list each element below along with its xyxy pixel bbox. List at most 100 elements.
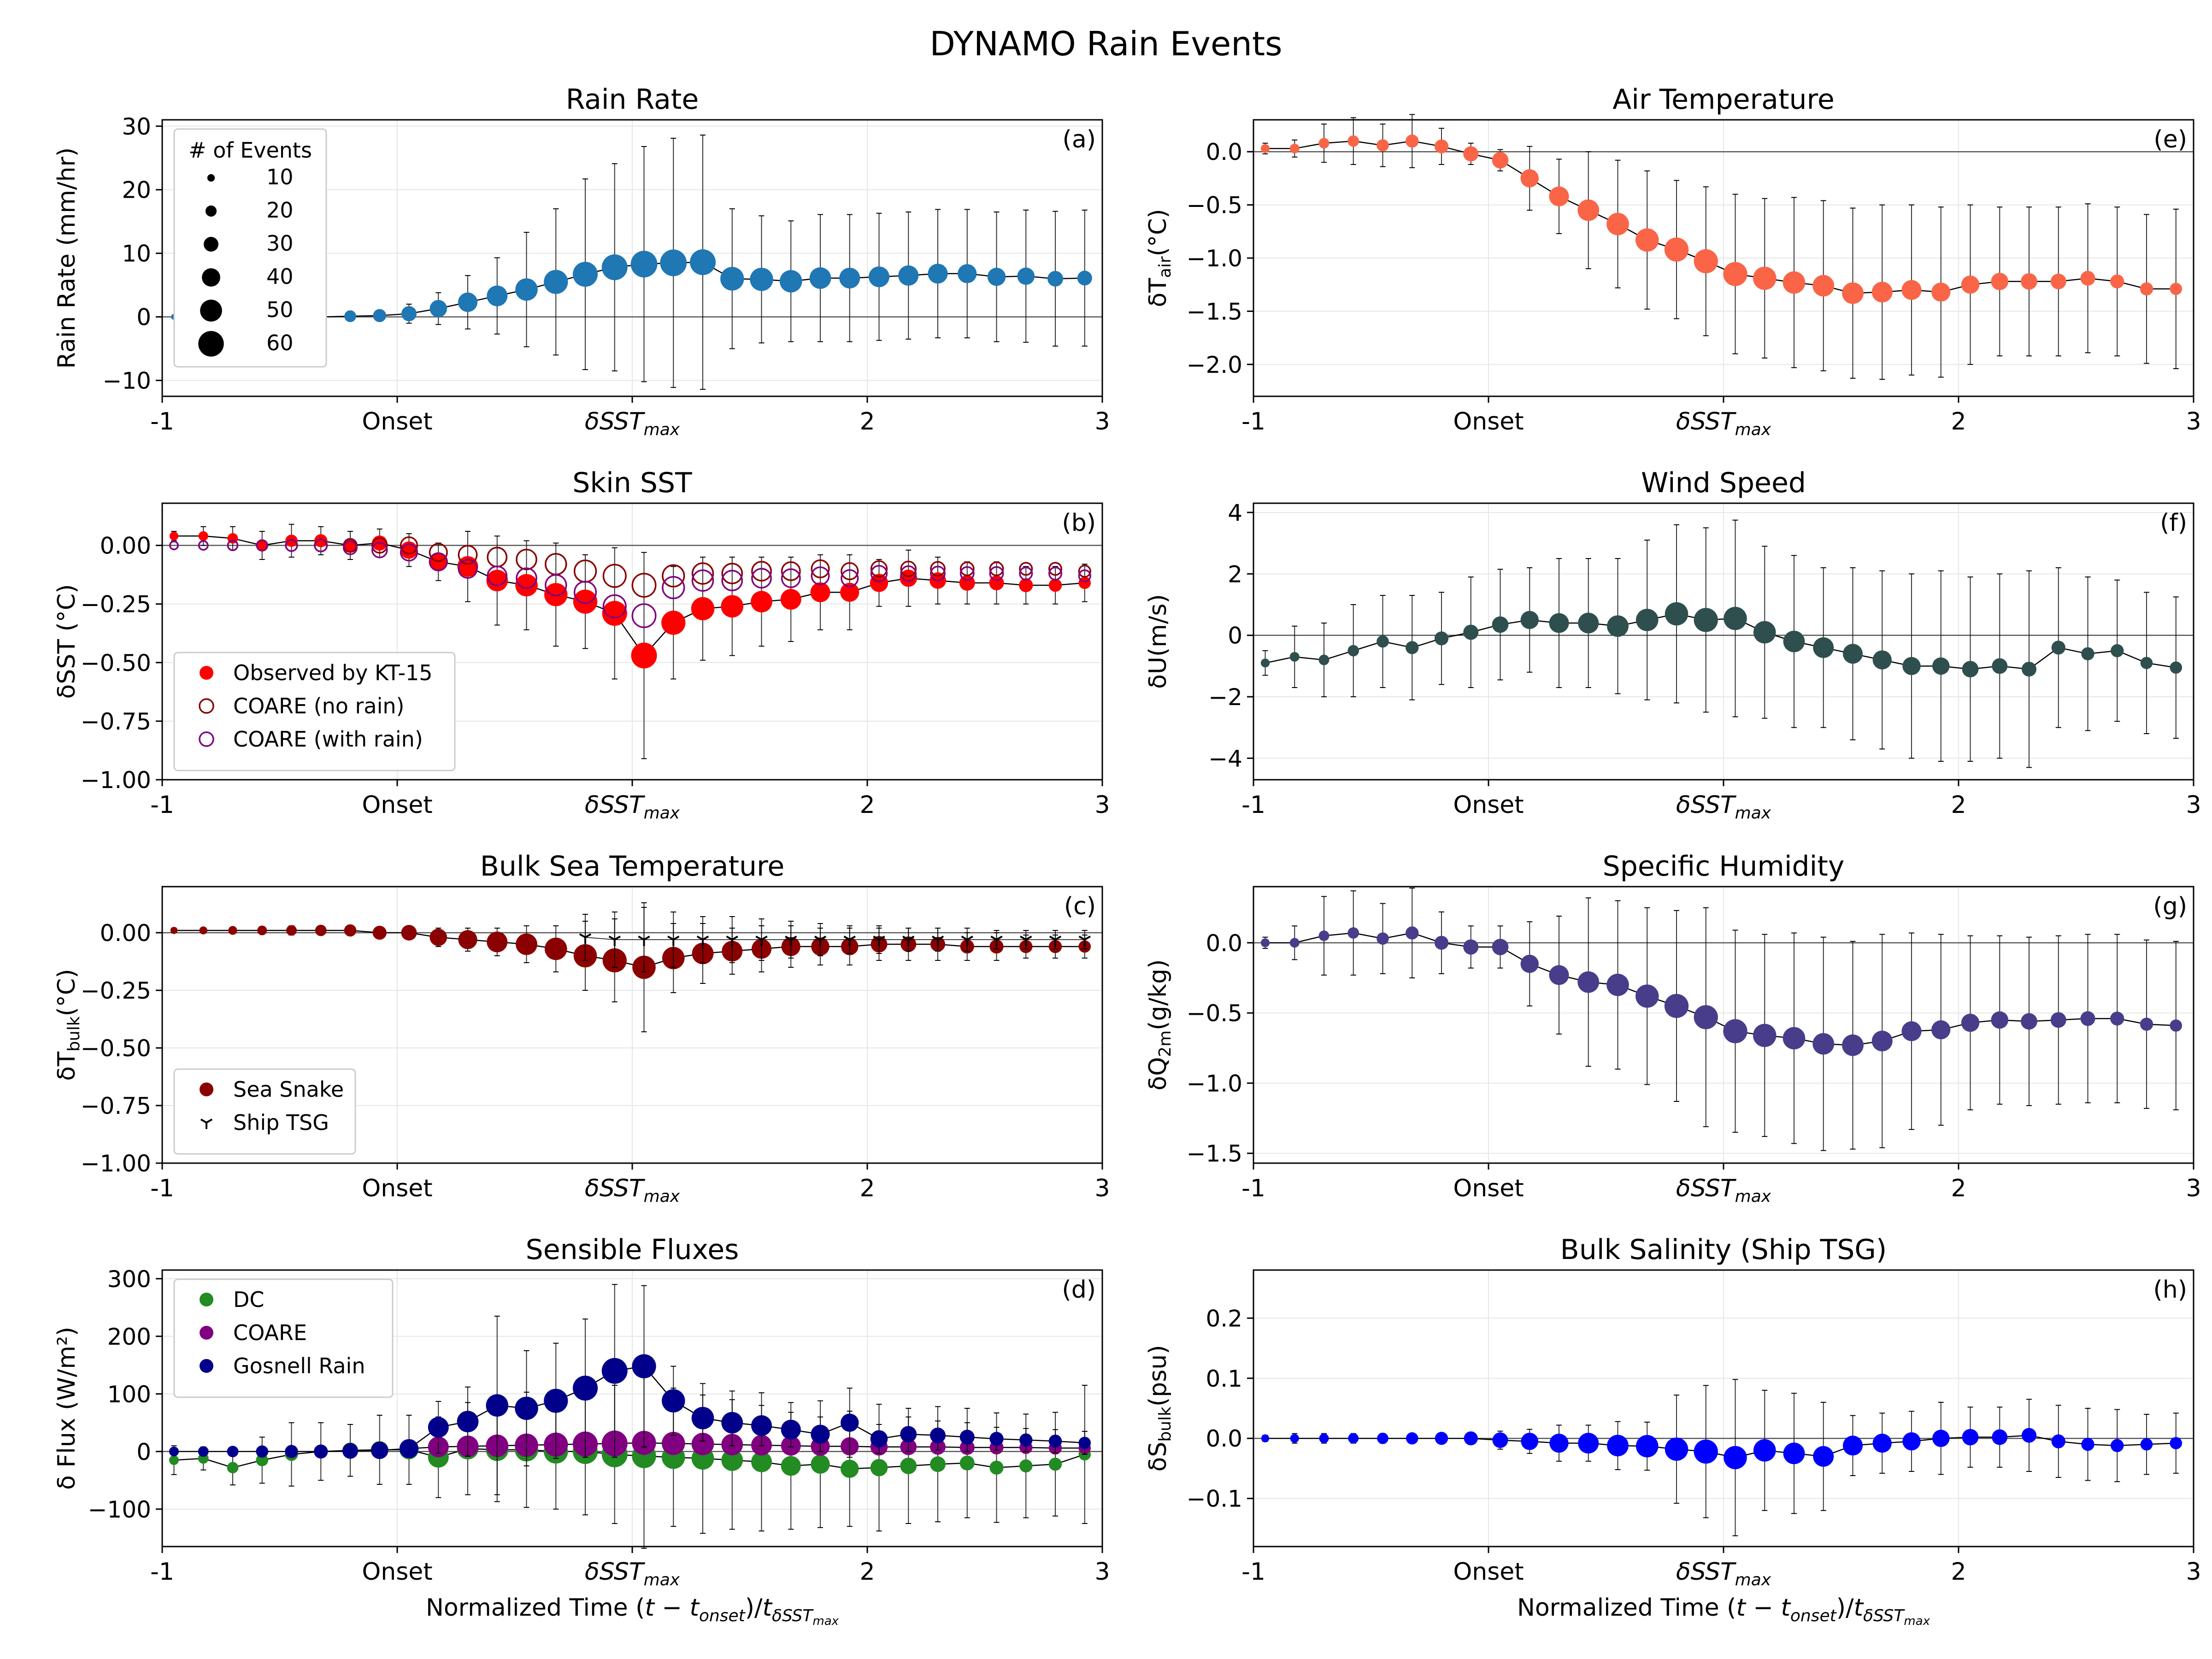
point-c-0-1 <box>199 926 207 935</box>
point-b-2-5 <box>314 538 328 553</box>
point-b-0-13 <box>544 583 568 606</box>
ytick-label-h-0: −0.1 <box>1187 1486 1242 1512</box>
panel-e: Air Temperature −2.0 −1.5 −1.0 −0.5 0.0 -1 Onse… <box>1144 83 2201 439</box>
ytick-label-e-0: −2.0 <box>1187 352 1242 378</box>
point-g-0-27 <box>2050 1012 2066 1028</box>
ylabel-d: δ Flux (W/m²) <box>53 1327 81 1490</box>
point-g-0-20 <box>1842 1034 1864 1056</box>
point-g-0-29 <box>2110 1012 2124 1026</box>
point-b-0-16 <box>631 642 657 669</box>
legend-marker-c-1 <box>200 1118 213 1129</box>
xtick-label-g-4: 3 <box>2186 1175 2201 1202</box>
ylabel-g: δQ2m(g/kg) <box>1144 959 1175 1091</box>
point-c-0-13 <box>544 937 567 960</box>
point-d-0-29 <box>1019 1459 1033 1473</box>
point-d-0-21 <box>781 1456 801 1476</box>
point-h-0-20 <box>1842 1435 1863 1456</box>
point-c-0-3 <box>257 925 267 935</box>
point-c-0-11 <box>487 931 508 953</box>
point-d-2-17 <box>662 1389 685 1412</box>
point-g-0-5 <box>1406 926 1419 940</box>
point-e-0-7 <box>1463 146 1479 162</box>
series-c-0 <box>170 902 1091 1032</box>
point-b-2-28 <box>989 566 1004 581</box>
xtick-label-g-2: δSSTmax <box>1676 1175 1771 1206</box>
ylabel-c: δTbulk(°C) <box>53 969 83 1081</box>
point-c-0-5 <box>315 924 327 936</box>
xtick-label-b-4: 3 <box>1094 791 1110 819</box>
point-b-0-18 <box>691 597 715 621</box>
ylabel-h: δSbulk(psu) <box>1144 1345 1175 1472</box>
legend-entry-d-1: COARE <box>233 1320 307 1345</box>
ylabel-e: δTair(°C) <box>1144 209 1175 307</box>
point-c-1-4 <box>696 935 709 946</box>
legend-marker-a-1 <box>205 205 217 217</box>
point-g-0-11 <box>1577 971 1600 993</box>
panel-label-f: (f) <box>2160 509 2187 537</box>
point-f-0-26 <box>2021 661 2037 677</box>
legend-box-b <box>173 652 456 771</box>
point-b-2-4 <box>285 539 298 552</box>
point-g-0-30 <box>2140 1018 2153 1031</box>
point-e-0-11 <box>1577 199 1600 221</box>
legend-d: DC COARE Gosnell Rain <box>173 1278 394 1398</box>
point-h-0-28 <box>2081 1438 2094 1451</box>
ytick-label-b-1: −0.75 <box>81 708 151 735</box>
panel-h: Bulk Salinity (Ship TSG) −0.1 0.0 0.1 0.2 -1 O… <box>1144 1234 2201 1628</box>
point-f-0-28 <box>2081 647 2094 660</box>
point-h-0-29 <box>2111 1439 2124 1453</box>
xtick-label-h-2: δSSTmax <box>1676 1558 1771 1589</box>
point-a-0-15 <box>601 254 628 280</box>
point-c-1-15 <box>1020 935 1032 946</box>
point-d-2-31 <box>1078 1436 1091 1449</box>
point-e-0-28 <box>2080 271 2095 286</box>
point-d-2-21 <box>781 1419 801 1440</box>
point-g-0-14 <box>1664 994 1689 1018</box>
point-f-0-5 <box>1406 641 1419 654</box>
ytick-label-e-3: −0.5 <box>1187 192 1242 219</box>
point-f-0-16 <box>1724 606 1747 630</box>
ytick-label-a-4: 30 <box>122 113 151 140</box>
ytick-label-b-0: −1.00 <box>81 767 151 794</box>
point-b-0-0 <box>169 531 179 541</box>
point-c-0-4 <box>286 925 297 936</box>
series-h-0 <box>1261 1379 2183 1536</box>
point-c-0-6 <box>344 924 357 937</box>
point-a-0-7 <box>373 309 386 323</box>
point-a-0-29 <box>1017 267 1035 285</box>
series-line-e-0 <box>1265 140 2176 294</box>
point-d-2-0 <box>169 1447 179 1457</box>
legend-c: Sea Snake Ship TSG <box>173 1068 356 1155</box>
panel-title-a: Rain Rate <box>566 83 699 116</box>
point-d-1-17 <box>662 1432 685 1455</box>
point-b-1-31 <box>1078 565 1091 578</box>
ytick-label-e-4: 0.0 <box>1206 139 1242 165</box>
point-b-0-19 <box>721 595 744 618</box>
point-d-2-22 <box>811 1424 830 1444</box>
panel-label-c: (c) <box>1064 893 1096 920</box>
point-d-1-18 <box>691 1433 714 1455</box>
point-f-0-22 <box>1902 657 1921 676</box>
point-a-0-12 <box>515 278 538 301</box>
figure-title: DYNAMO Rain Events <box>930 24 1282 63</box>
point-e-0-0 <box>1260 144 1270 153</box>
point-f-0-24 <box>1962 661 1979 677</box>
xtick-label-f-0: -1 <box>1241 791 1265 819</box>
legend-entry-a-4: 50 <box>266 297 294 322</box>
xtick-label-e-0: -1 <box>1241 408 1265 435</box>
xtick-label-b-3: 2 <box>859 791 875 819</box>
point-b-0-30 <box>1048 578 1062 592</box>
legend-box-c <box>173 1068 356 1155</box>
point-d-0-23 <box>841 1459 859 1478</box>
xtick-label-e-1: Onset <box>1453 408 1524 435</box>
ytick-label-a-1: 0 <box>136 304 151 331</box>
point-a-0-19 <box>720 267 744 291</box>
point-b-0-21 <box>780 588 801 610</box>
point-g-0-3 <box>1347 927 1359 939</box>
point-b-1-29 <box>1019 562 1033 576</box>
point-b-2-24 <box>870 565 888 582</box>
xtick-label-c-3: 2 <box>859 1175 875 1202</box>
xtick-label-g-3: 2 <box>1951 1175 1966 1202</box>
ytick-label-d-0: −100 <box>88 1496 151 1523</box>
point-d-2-23 <box>841 1413 859 1432</box>
